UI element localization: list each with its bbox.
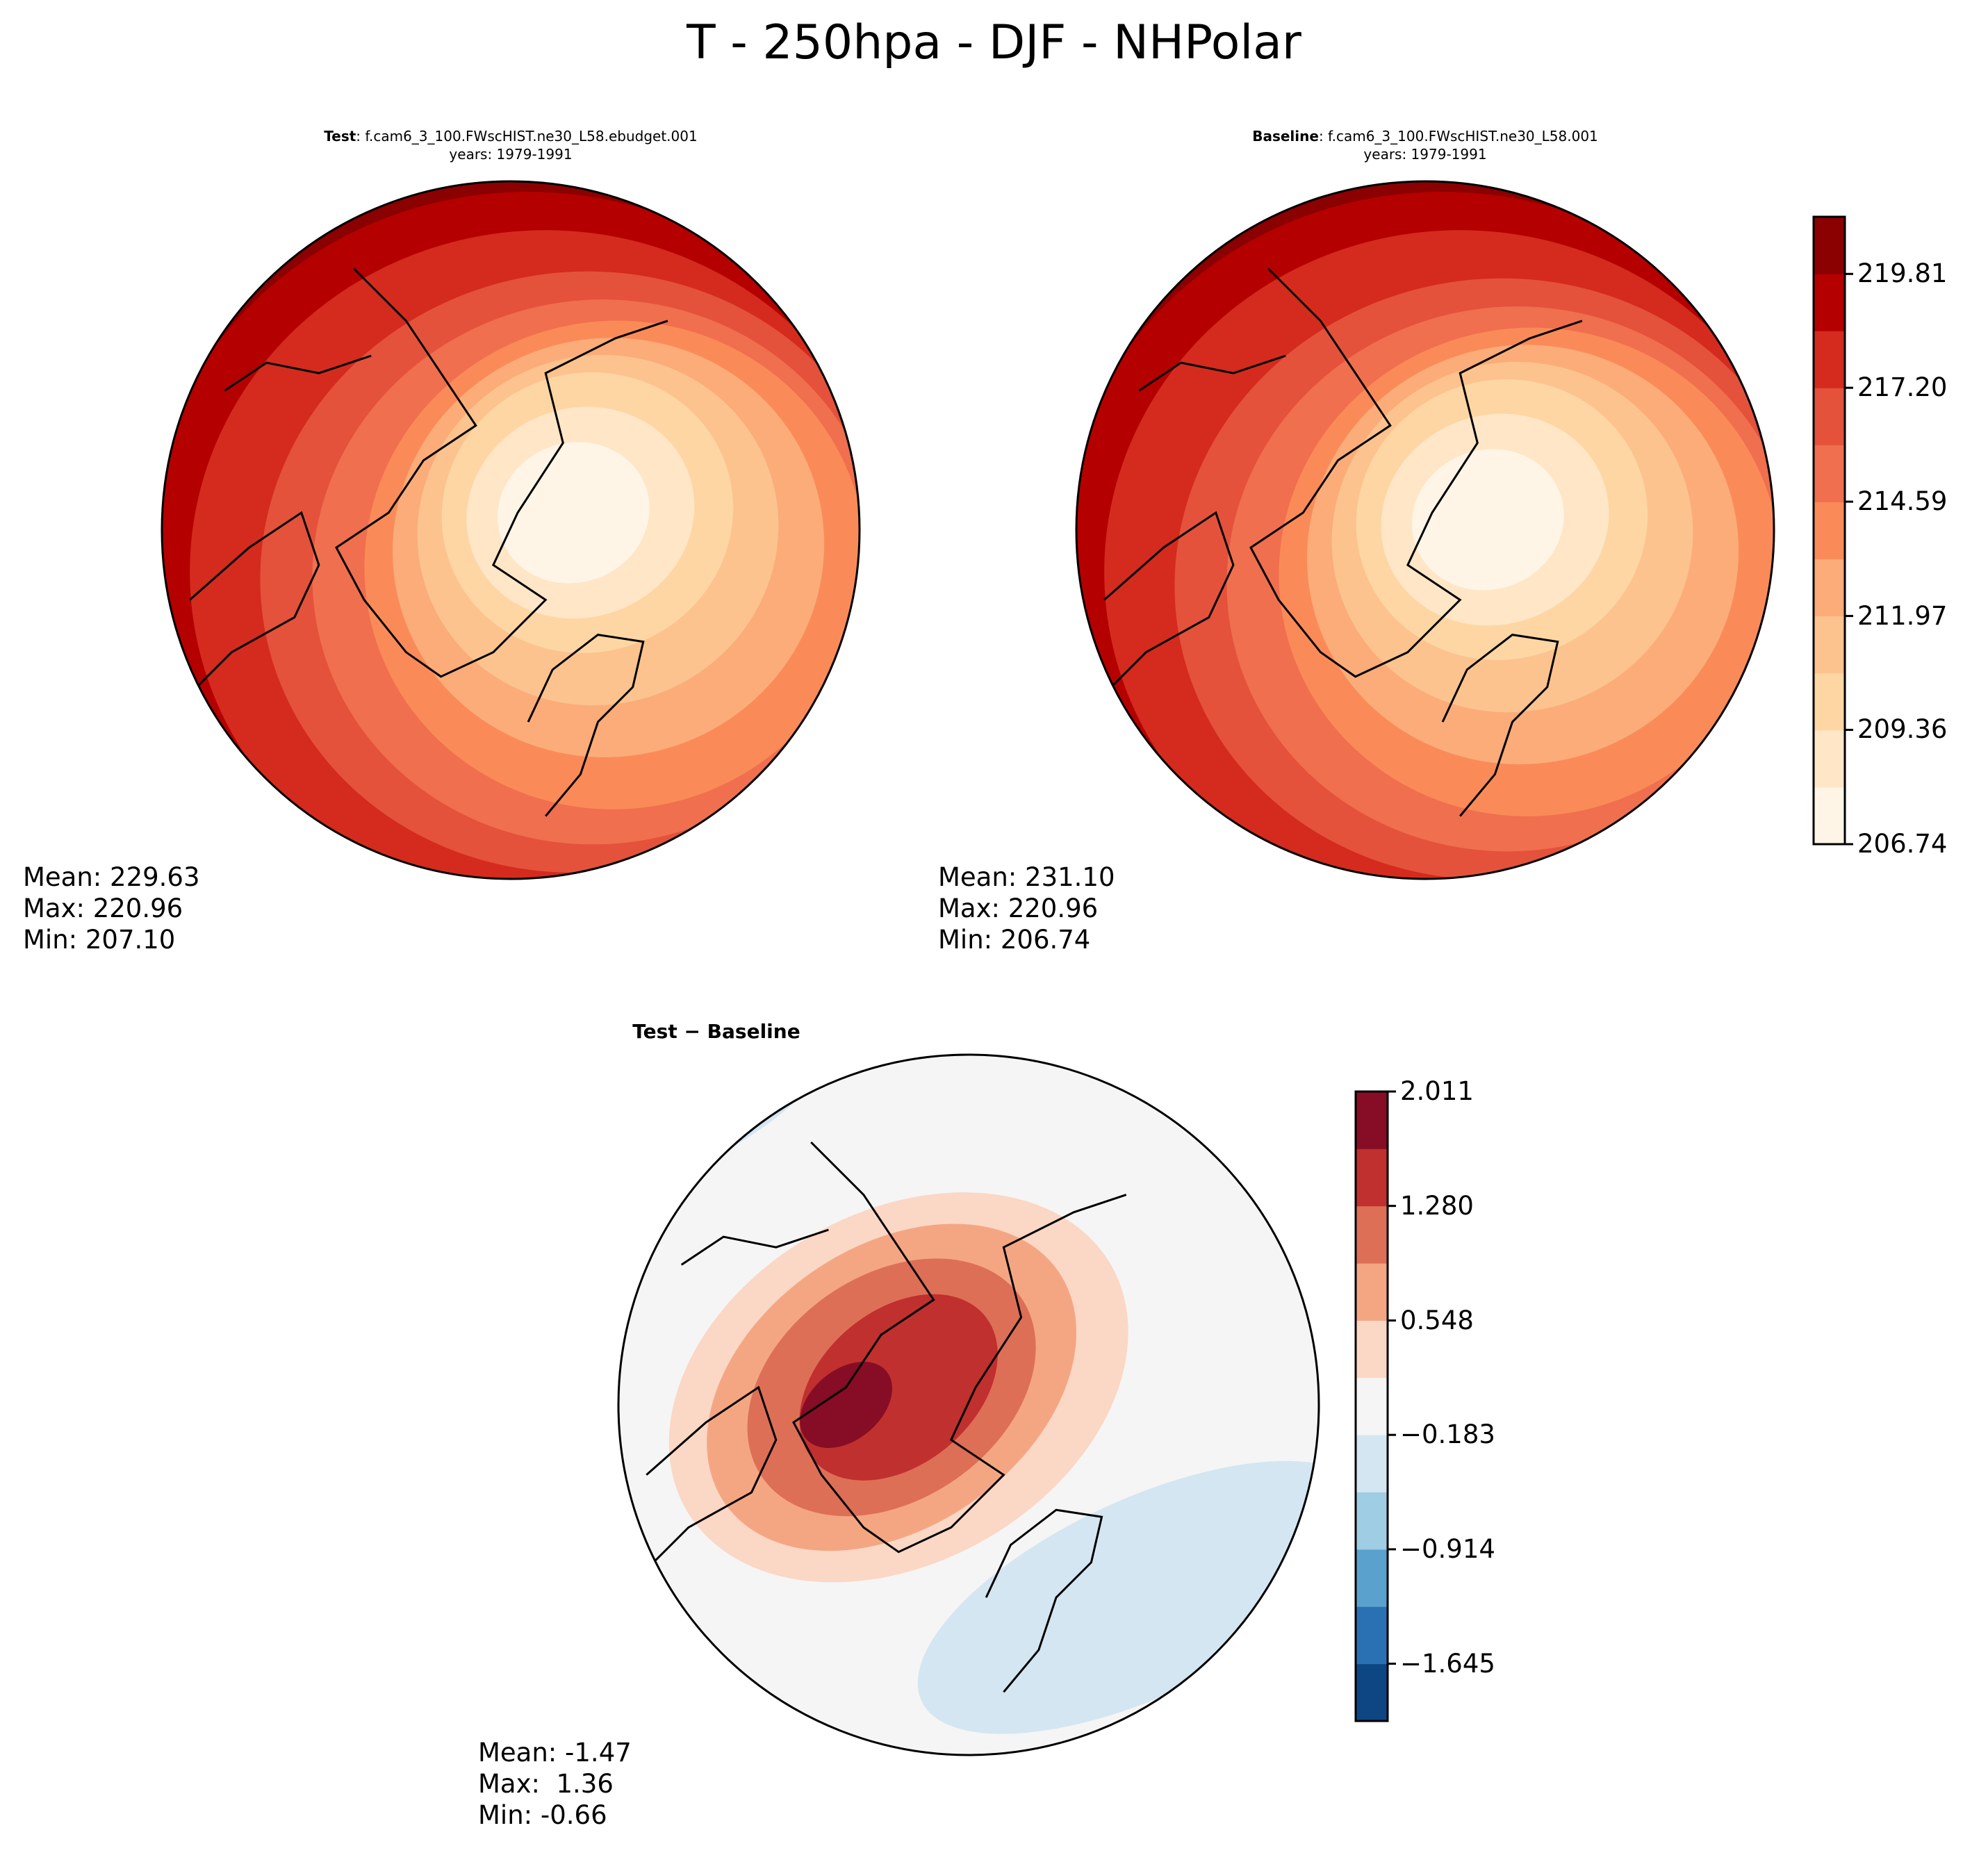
diff-min: Min: -0.66 — [478, 1800, 607, 1830]
test-title-bold: Test — [324, 128, 356, 145]
colorbar-bin — [1814, 616, 1845, 674]
colorbar-bin — [1356, 1148, 1388, 1207]
baseline-title-rest: : f.cam6_3_100.FWscHIST.ne30_L58.001 — [1318, 128, 1598, 145]
colorbar-tick-label: 209.36 — [1857, 714, 1948, 745]
colorbar-tick-label: 219.81 — [1857, 258, 1948, 289]
contour-band — [498, 442, 650, 584]
coastline — [646, 1385, 778, 1563]
colorbar-bin — [1814, 559, 1845, 617]
colorbar-bin — [1814, 217, 1845, 274]
test-min: Min: 207.10 — [23, 925, 176, 955]
coastline — [1138, 354, 1286, 392]
diff-panel-title: Test − Baseline — [632, 1020, 800, 1043]
coastline — [1441, 634, 1559, 817]
test-subtitle: years: 1979-1991 — [449, 146, 573, 163]
test-title-rest: : f.cam6_3_100.FWscHIST.ne30_L58.ebudget… — [356, 128, 698, 145]
diff-max: Max: 1.36 — [478, 1769, 614, 1799]
figure-title: T - 250hpa - DJF - NHPolar — [687, 15, 1301, 70]
colorbar-bin — [1356, 1492, 1388, 1550]
colorbar-tick-label: 217.20 — [1857, 372, 1948, 403]
diff-stats: Mean: -1.47 Max: 1.36 Min: -0.66 — [478, 1737, 632, 1831]
colorbar-bin — [1356, 1320, 1388, 1378]
colorbar-tick-label: 214.59 — [1857, 486, 1948, 517]
colorbar-tick-label: −0.183 — [1400, 1419, 1495, 1450]
colorbar-tick-label: −0.914 — [1400, 1533, 1495, 1564]
colorbar-tick-label: 0.548 — [1400, 1305, 1474, 1335]
colorbar-bin — [1814, 388, 1845, 445]
colorbar-bin — [1356, 1435, 1388, 1493]
diff-colorbar — [1354, 1090, 1396, 1722]
colorbar-bin — [1356, 1092, 1388, 1149]
test-max: Max: 220.96 — [23, 893, 183, 923]
colorbar-bin — [1356, 1377, 1388, 1435]
diff-mean: Mean: -1.47 — [478, 1738, 632, 1768]
test-stats: Mean: 229.63 Max: 220.96 Min: 207.10 — [23, 862, 200, 955]
test-panel-title: Test: f.cam6_3_100.FWscHIST.ne30_L58.ebu… — [163, 127, 858, 163]
colorbar-bin — [1814, 274, 1845, 331]
colorbar-frame — [1812, 215, 1846, 846]
contour-band — [800, 1361, 892, 1449]
colorbar-bin — [1814, 787, 1845, 845]
baseline-min: Min: 206.74 — [938, 925, 1091, 955]
colorbar-bin — [1356, 1205, 1388, 1264]
coastline — [1103, 511, 1235, 688]
baseline-title-bold: Baseline — [1252, 128, 1319, 145]
coastline — [527, 634, 645, 817]
baseline-stats: Mean: 231.10 Max: 220.96 Min: 206.74 — [938, 862, 1115, 955]
coastline — [680, 1228, 829, 1266]
coastline — [335, 267, 668, 678]
contour-band — [917, 1460, 1319, 1734]
colorbar-bin — [1814, 730, 1845, 788]
map-boundary — [617, 1053, 1320, 1756]
coastline — [792, 1141, 1127, 1554]
colorbar-tick-label: 206.74 — [1857, 829, 1948, 859]
colorbar-bin — [1356, 1663, 1388, 1722]
polar-map-baseline — [1075, 180, 1775, 880]
colorbar-frame — [1354, 1090, 1389, 1722]
coastline — [224, 354, 372, 392]
baseline-colorbar — [1812, 215, 1853, 846]
colorbar-bin — [1814, 502, 1845, 560]
colorbar-tick-label: 1.280 — [1400, 1190, 1474, 1221]
colorbar-bin — [1356, 1549, 1388, 1607]
polar-map-diff — [617, 1053, 1320, 1756]
test-mean: Mean: 229.63 — [23, 862, 200, 892]
map-boundary — [161, 180, 861, 880]
baseline-max: Max: 220.96 — [938, 893, 1099, 923]
map-boundary — [1075, 180, 1775, 880]
colorbar-tick-label: −1.645 — [1400, 1648, 1495, 1679]
polar-map-test — [161, 180, 861, 880]
baseline-subtitle: years: 1979-1991 — [1363, 146, 1487, 163]
baseline-panel-title: Baseline: f.cam6_3_100.FWscHIST.ne30_L58… — [1078, 127, 1773, 163]
baseline-mean: Mean: 231.10 — [938, 862, 1115, 892]
colorbar-bin — [1814, 331, 1845, 388]
colorbar-bin — [1814, 445, 1845, 502]
colorbar-tick-label: 2.011 — [1400, 1076, 1474, 1106]
colorbar-bin — [1814, 673, 1845, 731]
coastline — [1249, 267, 1583, 678]
colorbar-tick-label: 211.97 — [1857, 600, 1948, 631]
coastline — [189, 511, 320, 688]
colorbar-bin — [1356, 1606, 1388, 1665]
colorbar-bin — [1356, 1263, 1388, 1321]
coastline — [985, 1508, 1103, 1693]
